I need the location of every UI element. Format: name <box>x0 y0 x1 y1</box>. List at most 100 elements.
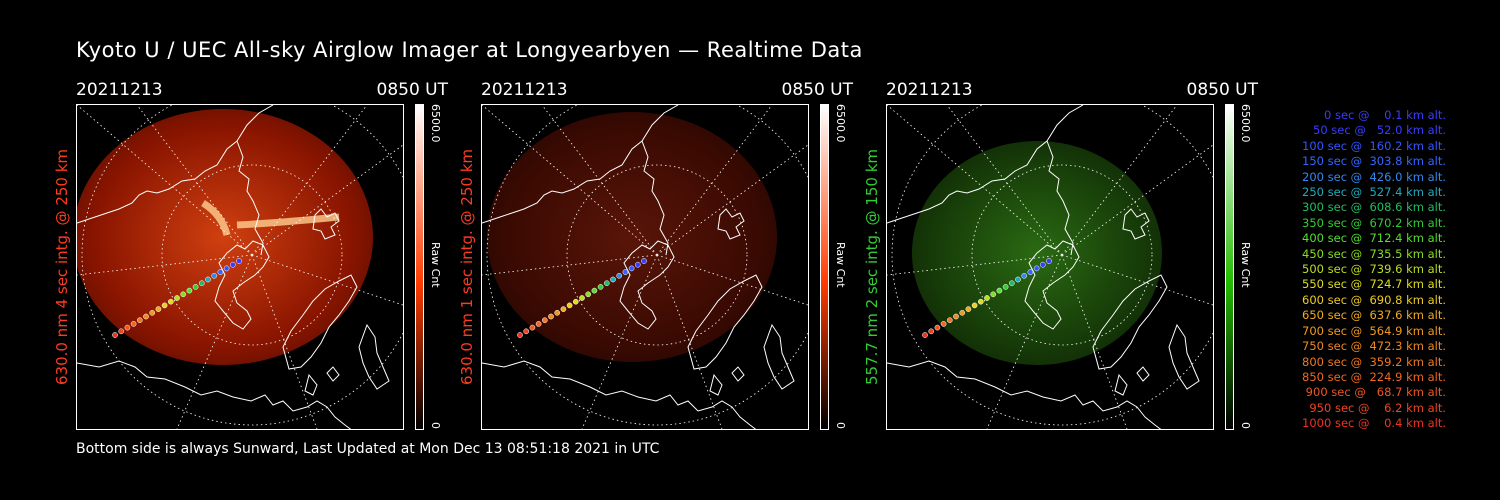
trajectory-point <box>996 287 1003 294</box>
trajectory-point <box>535 321 542 327</box>
trajectory-point <box>1046 258 1052 264</box>
coastline <box>77 105 390 429</box>
panel-ylabel-box: 557.7 nm 2 sec intg. @ 150 km <box>862 104 882 430</box>
trajectory-point <box>579 295 585 301</box>
trajectory-point <box>124 324 131 331</box>
trajectory-point <box>641 258 647 264</box>
panel-ylabel-box: 630.0 nm 1 sec intg. @ 250 km <box>457 104 477 430</box>
trajectory-point <box>628 265 635 272</box>
panel-630nm-1sec: 20211213 0850 UT 630.0 nm 1 sec intg. @ … <box>458 80 853 430</box>
trajectory-point <box>1002 284 1009 290</box>
panel-ylabel: 630.0 nm 1 sec intg. @ 250 km <box>458 148 476 386</box>
trajectory-point <box>591 287 598 294</box>
trajectory-point <box>610 276 616 283</box>
trajectory-point <box>572 298 579 305</box>
trajectory-point <box>984 295 990 301</box>
map-svg <box>77 105 403 429</box>
trajectory-point <box>136 317 143 324</box>
colorbar <box>1225 104 1234 430</box>
trajectory-point <box>112 332 118 338</box>
trajectory-point <box>953 313 959 320</box>
legend-entry: 150 sec @ 303.8 km alt. <box>1298 154 1446 169</box>
colorbar-max: 6500.0 <box>1239 104 1252 143</box>
trajectory-point <box>118 328 125 335</box>
colorbar <box>820 104 829 430</box>
footer-note: Bottom side is always Sunward, Last Upda… <box>76 441 660 457</box>
colorbar-labels: 6500.0 Raw Cnt 0 <box>1238 104 1254 430</box>
legend-entry: 600 sec @ 690.8 km alt. <box>1298 292 1446 307</box>
trajectory-point <box>1021 272 1028 279</box>
legend-entry: 900 sec @ 68.7 km alt. <box>1302 385 1446 400</box>
colorbar-min: 0 <box>1239 422 1252 429</box>
trajectory-point <box>180 291 187 298</box>
page-title: Kyoto U / UEC All-sky Airglow Imager at … <box>76 38 863 62</box>
trajectory-point <box>548 313 554 320</box>
trajectory-point <box>560 306 567 312</box>
trajectory-point <box>934 324 941 331</box>
legend-entry: 750 sec @ 472.3 km alt. <box>1298 339 1446 354</box>
trajectory-point <box>1039 261 1046 268</box>
panel-time: 0850 UT <box>376 80 449 100</box>
trajectory-point <box>229 261 236 268</box>
airglow-region <box>77 109 373 365</box>
colorbar <box>415 104 424 430</box>
trajectory-point <box>616 272 623 279</box>
lat-lon-grid <box>482 105 808 429</box>
trajectory-point <box>517 332 523 338</box>
panel-time: 0850 UT <box>781 80 854 100</box>
allsky-image <box>886 104 1214 430</box>
coastline <box>887 105 1200 429</box>
trajectory-point <box>541 317 548 324</box>
trajectory-point <box>928 328 935 335</box>
legend-entry: 450 sec @ 735.5 km alt. <box>1298 246 1446 261</box>
trajectory-point <box>223 265 230 272</box>
trajectory-point <box>959 309 966 316</box>
panel-date: 20211213 <box>76 80 163 100</box>
trajectory-point <box>186 287 193 294</box>
legend-entry: 200 sec @ 426.0 km alt. <box>1298 169 1446 184</box>
trajectory-point <box>1027 269 1034 275</box>
lat-lon-grid <box>77 105 403 429</box>
trajectory-point <box>1015 276 1021 283</box>
legend-entry: 550 sec @ 724.7 km alt. <box>1298 277 1446 292</box>
trajectory-point <box>161 302 168 309</box>
trajectory-point <box>523 328 530 335</box>
lat-lon-grid <box>887 105 1213 429</box>
panel-time: 0850 UT <box>1186 80 1259 100</box>
trajectory-point <box>198 280 205 287</box>
rocket-trajectory <box>112 258 242 338</box>
trajectory-point <box>167 298 174 305</box>
trajectory-point <box>971 302 978 309</box>
trajectory-point <box>217 269 224 275</box>
colorbar-labels: 6500.0 Raw Cnt 0 <box>833 104 849 430</box>
trajectory-point <box>155 306 162 312</box>
trajectory-point <box>143 313 149 320</box>
airglow-region <box>487 112 777 362</box>
legend-entry: 850 sec @ 224.9 km alt. <box>1298 369 1446 384</box>
panel-date: 20211213 <box>886 80 973 100</box>
panel-ylabel: 557.7 nm 2 sec intg. @ 150 km <box>863 148 881 386</box>
colorbar-max: 6500.0 <box>834 104 847 143</box>
legend-entry: 250 sec @ 527.4 km alt. <box>1298 185 1446 200</box>
trajectory-point <box>634 261 641 268</box>
trajectory-point <box>130 321 137 327</box>
trajectory-point <box>977 298 984 305</box>
map-svg <box>482 105 808 429</box>
legend-entry: 500 sec @ 739.6 km alt. <box>1298 262 1446 277</box>
trajectory-point <box>192 284 199 290</box>
legend-entry: 950 sec @ 6.2 km alt. <box>1305 400 1446 415</box>
aurora-arc <box>201 200 340 236</box>
trajectory-point <box>603 280 610 287</box>
legend-entry: 400 sec @ 712.4 km alt. <box>1298 231 1446 246</box>
trajectory-point <box>1033 265 1040 272</box>
panel-ylabel-box: 630.0 nm 4 sec intg. @ 250 km <box>52 104 72 430</box>
trajectory-legend: 0 sec @ 0.1 km alt. 50 sec @ 52.0 km alt… <box>1262 108 1446 432</box>
trajectory-point <box>622 269 629 275</box>
trajectory-point <box>922 332 928 338</box>
legend-entry: 700 sec @ 564.9 km alt. <box>1298 323 1446 338</box>
coastline <box>482 105 795 429</box>
trajectory-point <box>149 309 156 316</box>
rocket-trajectory <box>922 258 1052 338</box>
colorbar-max: 6500.0 <box>429 104 442 143</box>
legend-entry: 0 sec @ 0.1 km alt. <box>1313 108 1446 122</box>
